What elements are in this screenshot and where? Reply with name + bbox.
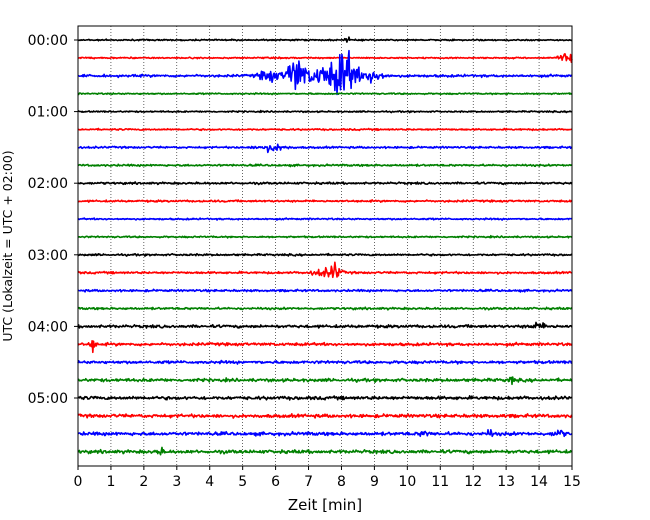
trace-0515 — [77, 413, 573, 419]
y-tick-label: 01:00 — [28, 105, 68, 121]
trace-0000 — [77, 36, 573, 43]
seismic-traces — [77, 36, 573, 456]
y-tick-label: 04:00 — [28, 319, 68, 335]
trace-0500 — [77, 395, 573, 401]
x-tick-label: 7 — [304, 474, 313, 490]
trace-0200 — [77, 181, 573, 186]
trace-0045 — [77, 92, 573, 96]
trace-0330 — [77, 288, 573, 293]
trace-0245 — [77, 234, 573, 239]
x-tick-label: 15 — [563, 474, 581, 490]
trace-0400 — [77, 321, 573, 329]
trace-0130 — [77, 143, 573, 154]
x-tick-label: 14 — [530, 474, 548, 490]
x-tick-label: 2 — [139, 474, 148, 490]
x-tick-label: 6 — [271, 474, 280, 490]
x-tick-label: 5 — [238, 474, 247, 490]
y-axis-label: UTC (Lokalzeit = UTC + 02:00) — [0, 150, 15, 341]
trace-0530 — [77, 429, 573, 438]
trace-0545 — [77, 446, 573, 456]
grid-lines — [110, 26, 540, 466]
trace-0030 — [77, 49, 573, 96]
x-tick-label: 12 — [464, 474, 482, 490]
trace-0445 — [77, 376, 573, 386]
y-tick-label: 05:00 — [28, 391, 68, 407]
x-axis-label: Zeit [min] — [288, 496, 362, 514]
x-tick-label: 8 — [337, 474, 346, 490]
trace-0415 — [77, 339, 573, 354]
trace-0015 — [77, 52, 573, 63]
trace-0345 — [77, 306, 573, 311]
x-tick-label: 11 — [431, 474, 449, 490]
x-tick-label: 1 — [106, 474, 115, 490]
trace-0315 — [77, 261, 573, 279]
trace-0215 — [77, 199, 573, 203]
trace-0115 — [77, 127, 573, 132]
trace-0430 — [77, 359, 573, 365]
y-axis: 00:00 01:00 02:00 03:00 04:00 05:00 — [28, 33, 78, 407]
y-tick-label: 03:00 — [28, 248, 68, 264]
plot-frame — [77, 25, 573, 467]
y-tick-label: 00:00 — [28, 33, 68, 49]
x-tick-label: 4 — [205, 474, 214, 490]
trace-0145 — [77, 163, 573, 168]
x-tick-label: 0 — [74, 474, 83, 490]
x-tick-label: 9 — [370, 474, 379, 490]
x-axis: 0 1 2 3 4 5 6 7 8 9 10 11 12 13 14 15 — [74, 466, 581, 490]
x-tick-label: 3 — [172, 474, 181, 490]
x-tick-label: 13 — [497, 474, 515, 490]
trace-0230 — [77, 217, 573, 221]
y-tick-label: 02:00 — [28, 176, 68, 192]
trace-0300 — [77, 252, 573, 257]
x-tick-label: 10 — [398, 474, 416, 490]
trace-0100 — [77, 109, 573, 114]
